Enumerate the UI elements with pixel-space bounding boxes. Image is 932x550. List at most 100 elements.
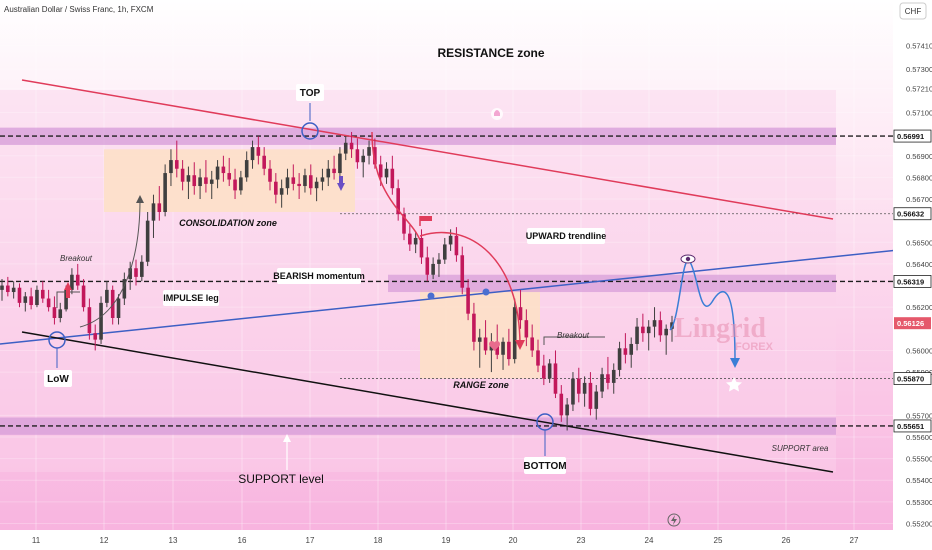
candle-body <box>17 287 22 303</box>
price-tick-label: 0.57300 <box>906 65 932 74</box>
price-level-tag-label: 0.55870 <box>897 375 924 384</box>
candle-body <box>664 328 668 336</box>
candle-body <box>157 203 162 212</box>
candle-body <box>81 285 86 308</box>
candle-body <box>93 333 98 340</box>
candle-body <box>571 378 575 405</box>
bottom-label: BOTTOM <box>523 461 566 472</box>
candle-body <box>75 274 80 286</box>
candle-body <box>652 320 657 327</box>
candle-body <box>204 177 208 184</box>
resistance-zone-label: RESISTANCE zone <box>437 46 544 60</box>
price-tick-label: 0.55300 <box>906 498 932 507</box>
impulse-leg-curve <box>79 199 141 328</box>
candle-body <box>262 155 266 169</box>
candle-body <box>274 181 278 195</box>
currency-button[interactable]: CHF <box>899 2 927 20</box>
candle-body <box>442 244 447 260</box>
candle-body <box>174 160 179 169</box>
price-level-tag <box>893 275 932 288</box>
flash-icon[interactable] <box>667 513 681 527</box>
candle-body <box>559 393 564 416</box>
watermark-brand: Lingrid <box>674 313 766 344</box>
candle-body <box>431 263 435 275</box>
breakout-label-right: Breakout <box>557 331 590 340</box>
time-tick-label: 20 <box>509 536 518 545</box>
candle-body <box>58 309 63 318</box>
candles <box>0 131 674 431</box>
impulse-leg-box: IMPULSE leg <box>163 290 219 306</box>
price-level-tag <box>893 419 932 433</box>
candle-body <box>629 343 634 355</box>
candle-body <box>606 374 610 383</box>
projection-path <box>669 259 736 361</box>
price-tick-label: 0.55400 <box>906 476 932 485</box>
price-tick-label: 0.56800 <box>906 173 932 182</box>
bottom-marker-circle[interactable] <box>536 413 554 431</box>
bearish-arrow-icon <box>337 183 345 191</box>
bullish-arrow-icon <box>64 282 72 290</box>
price-tick-label: 0.57100 <box>906 108 932 117</box>
candle-body <box>617 348 622 370</box>
bearish-momentum-label: BEARISH momentum <box>273 271 365 281</box>
star-icon <box>726 377 742 392</box>
time-tick-label: 25 <box>714 536 723 545</box>
candle-body <box>256 147 261 156</box>
candle-body <box>244 160 249 178</box>
time-axis[interactable] <box>0 530 893 550</box>
time-tick-label: 18 <box>374 536 383 545</box>
candle-body <box>611 369 616 383</box>
range-drop-arrowhead <box>515 340 525 350</box>
price-axis[interactable] <box>893 0 932 550</box>
price-level-tag-label: 0.56632 <box>897 210 924 219</box>
range-touch-dot-right <box>482 288 490 296</box>
bottom-label-box: BOTTOM <box>523 457 567 474</box>
low-label-box: LoW <box>44 370 72 387</box>
candle-body <box>87 307 92 334</box>
price-level-tag-label: 0.56319 <box>897 277 924 286</box>
range-touch-dot-left <box>427 292 435 300</box>
candle-body <box>367 147 371 156</box>
candle-body <box>576 378 581 394</box>
candle-body <box>349 142 354 150</box>
candle-body <box>460 255 465 288</box>
candle-body <box>646 326 651 334</box>
time-tick-label: 27 <box>850 536 859 545</box>
candle-body <box>134 268 138 277</box>
support-trendline[interactable] <box>21 331 834 473</box>
candle-body <box>384 168 389 178</box>
upward-trendline[interactable] <box>0 249 899 345</box>
impulse-leg-label: IMPULSE leg <box>163 293 219 303</box>
candle-body <box>116 298 121 318</box>
candle-body <box>145 220 150 262</box>
candle-body <box>338 153 342 174</box>
candle-body <box>501 341 505 355</box>
candle-body <box>594 391 599 409</box>
top-marker-circle[interactable] <box>301 122 319 140</box>
time-axis-ticks: 11 12 13 16 17 18 19 20 23 24 25 26 27 <box>32 536 859 545</box>
candle-body <box>547 363 552 379</box>
candle-body <box>163 173 167 212</box>
price-level-tag <box>893 372 932 385</box>
low-marker-circle[interactable] <box>48 331 66 349</box>
price-tick-label: 0.56900 <box>906 152 932 161</box>
current-price-label: 0.56126 <box>897 319 924 328</box>
range-zone-label: RANGE zone <box>453 380 509 390</box>
candle-body <box>285 177 290 189</box>
bearish-momentum-box: BEARISH momentum <box>273 268 365 284</box>
candle-body <box>52 307 57 318</box>
candle-body <box>105 289 109 303</box>
candle-body <box>6 285 10 293</box>
candle-body <box>332 168 336 174</box>
low-label: LoW <box>47 374 69 385</box>
watermark-sub: FOREX <box>735 341 774 353</box>
alert-icon <box>491 108 503 120</box>
descending-resistance-trendline[interactable] <box>21 79 834 220</box>
candle-body <box>425 257 430 275</box>
price-tick-label: 0.56400 <box>906 260 932 269</box>
candle-body <box>641 326 645 334</box>
candle-body <box>582 382 587 394</box>
candle-body <box>308 175 313 189</box>
